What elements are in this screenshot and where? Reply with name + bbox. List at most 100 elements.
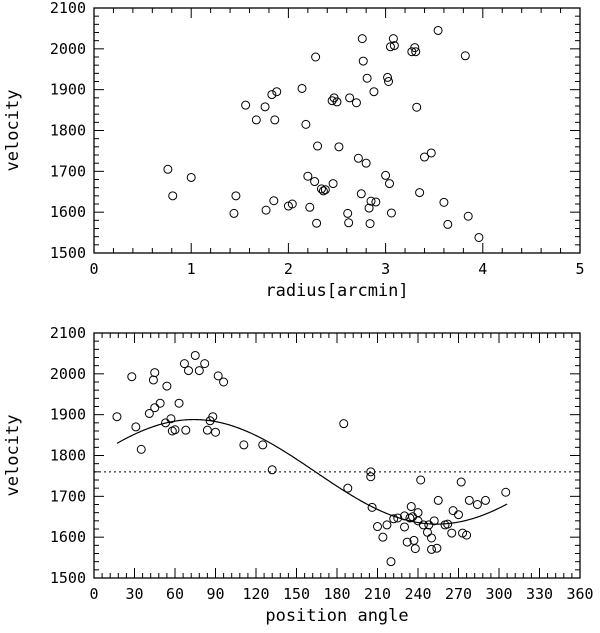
- data-point: [416, 475, 426, 485]
- data-point: [155, 398, 165, 408]
- data-point: [415, 188, 425, 198]
- data-point: [270, 115, 280, 125]
- x-tick-label: 5: [575, 260, 584, 278]
- data-point: [362, 73, 372, 83]
- data-point: [332, 97, 342, 107]
- plot-frame: [93, 7, 581, 254]
- data-point: [481, 495, 490, 505]
- data-point: [162, 381, 172, 391]
- data-point: [136, 444, 146, 454]
- x-tick-label: 0: [89, 260, 98, 278]
- data-point: [258, 440, 268, 450]
- data-point: [312, 218, 322, 228]
- data-point: [211, 427, 220, 437]
- data-point: [361, 158, 371, 168]
- y-tick-label: 1600: [50, 203, 86, 221]
- x-tick-label: 2: [284, 260, 293, 278]
- data-point: [239, 440, 249, 450]
- data-point: [410, 43, 420, 53]
- data-point: [150, 368, 160, 378]
- data-point: [410, 544, 420, 554]
- data-point: [367, 502, 377, 512]
- chart-radius-velocity: 0 1 2 3 4 5 1500 1600 1700 1800 1900 2000 2100 radius…: [3, 0, 585, 301]
- data-point: [174, 398, 184, 408]
- data-point: [472, 500, 482, 509]
- data-point: [267, 90, 277, 100]
- data-point: [357, 34, 367, 44]
- data-point: [343, 483, 353, 493]
- x-axis-label: position angle: [265, 606, 408, 626]
- data-point: [166, 414, 176, 424]
- data-point: [448, 506, 458, 516]
- data-point: [260, 102, 270, 112]
- data-point: [261, 205, 271, 215]
- data-point: [426, 148, 436, 158]
- data-point: [316, 184, 326, 194]
- data-point: [301, 119, 311, 129]
- data-point: [389, 514, 399, 524]
- data-point: [386, 208, 396, 218]
- data-point: [429, 516, 439, 526]
- data-point: [383, 72, 393, 82]
- data-point: [345, 93, 355, 103]
- data-point: [464, 495, 474, 505]
- data-point: [305, 202, 315, 212]
- fit-curve: [116, 418, 508, 525]
- data-point: [181, 425, 191, 435]
- x-tick-label: 150: [283, 585, 310, 603]
- data-point: [463, 211, 473, 221]
- data-point: [213, 371, 223, 381]
- data-point: [208, 412, 218, 422]
- data-point: [412, 102, 422, 112]
- y-tick-label: 1800: [50, 447, 86, 465]
- x-tick-label: 90: [206, 585, 224, 603]
- y-tick-label: 1900: [50, 81, 86, 99]
- data-point: [272, 87, 282, 97]
- data-point: [433, 25, 443, 35]
- data-point: [419, 152, 429, 162]
- data-point: [413, 508, 423, 518]
- data-point: [365, 219, 375, 229]
- x-tick-label: 30: [125, 585, 143, 603]
- data-point: [318, 186, 328, 196]
- data-point: [168, 191, 178, 201]
- data-point: [351, 98, 361, 108]
- y-tick-label: 1700: [50, 162, 86, 180]
- x-tick-label: 270: [445, 585, 472, 603]
- data-point: [384, 179, 394, 189]
- x-axis-label: radius[arcmin]: [265, 281, 408, 301]
- y-tick-label: 2100: [50, 324, 86, 342]
- data-point: [163, 164, 173, 174]
- data-point: [432, 543, 442, 553]
- data-point: [439, 197, 449, 207]
- data-point: [320, 185, 330, 195]
- data-point: [413, 516, 423, 526]
- y-tick-label: 1900: [50, 406, 86, 424]
- data-point: [297, 83, 307, 93]
- data-point: [127, 372, 137, 382]
- y-tick-label: 1500: [50, 244, 86, 262]
- data-point: [334, 142, 344, 152]
- data-point: [267, 465, 277, 475]
- data-point: [229, 208, 239, 218]
- x-tick-label: 180: [323, 585, 350, 603]
- x-tick-label: 120: [242, 585, 269, 603]
- data-point: [310, 177, 320, 187]
- data-point: [369, 87, 379, 97]
- data-point: [287, 199, 297, 209]
- data-point: [343, 208, 353, 218]
- data-point: [400, 522, 409, 532]
- y-axis-label: velocity: [3, 415, 23, 497]
- y-tick-label: 2000: [50, 365, 86, 383]
- x-tick-label: 300: [485, 585, 512, 603]
- data-point: [356, 189, 366, 199]
- data-point: [501, 487, 511, 497]
- data-point: [353, 153, 363, 163]
- data-point: [231, 191, 241, 201]
- x-tick-label: 3: [381, 260, 390, 278]
- data-point: [388, 34, 398, 44]
- data-point: [194, 366, 204, 376]
- data-point: [251, 115, 261, 125]
- data-point: [170, 425, 180, 435]
